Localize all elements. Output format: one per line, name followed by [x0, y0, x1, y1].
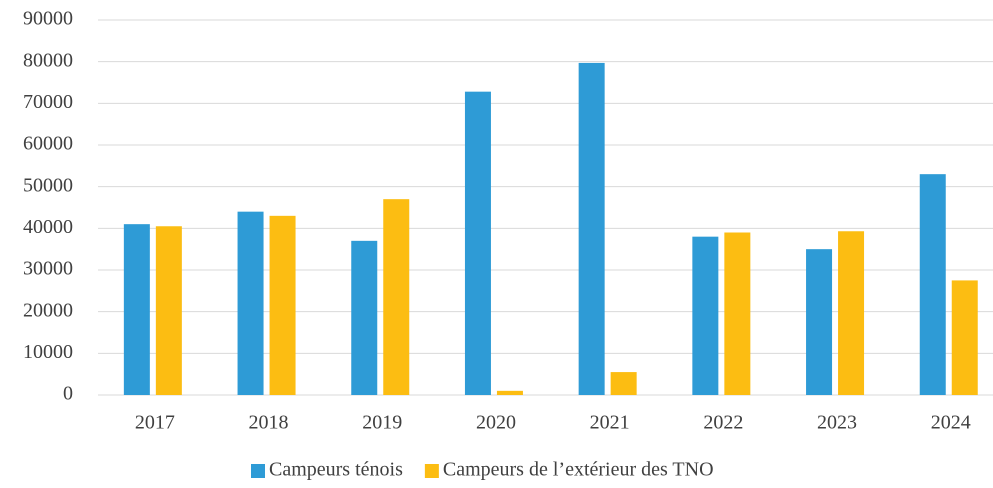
bar: [155, 226, 182, 395]
y-tick-label: 50000: [23, 174, 73, 196]
y-tick-label: 80000: [23, 49, 73, 71]
legend-label: Campeurs de l’extérieur des TNO: [443, 459, 714, 481]
bar: [610, 372, 637, 395]
bar: [351, 240, 378, 395]
y-tick-label: 0: [63, 383, 73, 405]
legend-swatch: [251, 464, 265, 478]
x-tick-label: 2022: [703, 412, 743, 434]
bar: [383, 199, 410, 395]
bar: [919, 174, 946, 395]
x-tick-label: 2017: [135, 412, 175, 434]
y-tick-label: 40000: [23, 216, 73, 238]
bar: [692, 236, 719, 395]
y-tick-label: 10000: [23, 341, 73, 363]
bar: [578, 62, 605, 396]
x-tick-label: 2019: [362, 412, 402, 434]
x-tick-label: 2021: [590, 412, 630, 434]
x-tick-label: 2023: [817, 412, 857, 434]
bar: [123, 224, 150, 395]
bar: [269, 215, 296, 395]
x-tick-label: 2018: [249, 412, 289, 434]
legend-swatch: [424, 464, 439, 478]
x-tick-label: 2020: [476, 412, 516, 434]
bar: [724, 232, 751, 395]
y-tick-label: 70000: [23, 91, 73, 113]
y-tick-label: 30000: [23, 258, 73, 280]
y-tick-label: 90000: [23, 8, 73, 30]
x-tick-label: 2024: [931, 412, 971, 434]
bar: [838, 231, 865, 395]
legend-label: Campeurs ténois: [269, 459, 403, 481]
bar: [237, 211, 264, 395]
bar: [496, 390, 523, 395]
y-tick-label: 60000: [23, 133, 73, 155]
bar: [951, 280, 978, 395]
y-tick-label: 20000: [23, 299, 73, 321]
bar: [806, 249, 833, 395]
bar: [464, 91, 491, 396]
